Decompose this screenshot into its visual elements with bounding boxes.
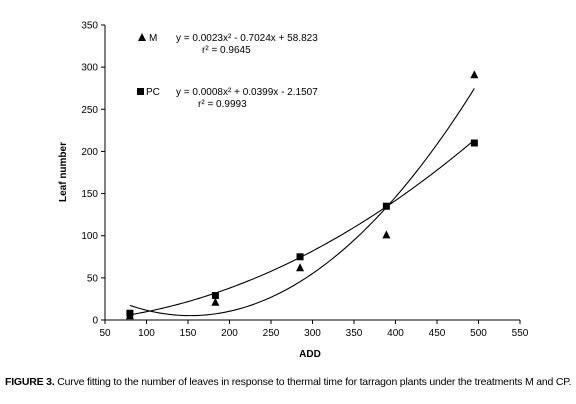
- equation-m: y = 0.0023x² - 0.7024x + 58.823: [176, 33, 318, 44]
- y-tick-label: 250: [81, 105, 98, 116]
- fit-curve-m: [129, 88, 475, 317]
- legend-square-marker: [137, 88, 144, 95]
- point-m: [296, 263, 305, 272]
- data-points: [125, 70, 479, 320]
- point-pc: [470, 139, 478, 147]
- point-pc: [211, 292, 219, 300]
- x-tick-label: 400: [387, 328, 404, 339]
- x-tick-label: 350: [346, 328, 363, 339]
- y-tick-label: 200: [81, 147, 98, 158]
- x-tick-label: 100: [138, 328, 155, 339]
- x-tick-label: 550: [512, 328, 529, 339]
- axes: [104, 25, 520, 321]
- y-axis-ticks: 0 50 100 150 200 250 300 350: [81, 21, 105, 327]
- y-tick-label: 0: [92, 316, 98, 327]
- point-pc: [126, 309, 134, 317]
- legend-label-m: M: [149, 33, 157, 44]
- x-tick-label: 300: [304, 328, 321, 339]
- figure-caption-text: Curve fitting to the number of leaves in…: [54, 376, 572, 388]
- point-m: [470, 70, 479, 79]
- point-pc: [382, 202, 390, 210]
- y-tick-label: 100: [81, 231, 98, 242]
- figure-caption: FIGURE 3. Curve fitting to the number of…: [5, 376, 572, 388]
- point-pc: [296, 253, 304, 261]
- x-axis-label: ADD: [299, 349, 321, 360]
- fit-curve-pc: [129, 139, 475, 316]
- r-squared-pc: r² = 0.9993: [198, 99, 247, 110]
- r-squared-m: r² = 0.9645: [202, 45, 251, 56]
- figure-label: FIGURE 3.: [5, 376, 55, 388]
- point-m: [382, 230, 391, 239]
- x-tick-label: 200: [221, 328, 238, 339]
- x-axis-ticks: 50 100 150 200 250 300 350 400 450 500 550: [99, 320, 529, 339]
- legend-entry-m: M y = 0.0023x² - 0.7024x + 58.823 r² = 0…: [138, 33, 318, 56]
- y-axis-label: Leaf number: [58, 142, 69, 202]
- equation-pc: y = 0.0008x² + 0.0399x - 2.1507: [176, 87, 318, 98]
- legend-triangle-marker: [138, 33, 146, 41]
- x-tick-label: 150: [180, 328, 197, 339]
- y-tick-label: 350: [81, 21, 98, 32]
- point-m: [211, 297, 220, 306]
- chart: 50 100 150 200 250 300 350 400 450 500 550 0501001…: [58, 21, 529, 361]
- legend-label-pc: PC: [146, 87, 160, 98]
- y-tick-label: 150: [81, 189, 98, 200]
- x-tick-label: 50: [99, 328, 111, 339]
- x-tick-label: 450: [429, 328, 446, 339]
- legend-entry-pc: PC y = 0.0008x² + 0.0399x - 2.1507 r² = …: [137, 87, 318, 110]
- x-tick-label: 500: [470, 328, 487, 339]
- x-tick-label: 250: [263, 328, 280, 339]
- y-tick-label: 50: [87, 273, 99, 284]
- y-tick-label: 300: [81, 63, 98, 74]
- fit-curves: [129, 88, 475, 317]
